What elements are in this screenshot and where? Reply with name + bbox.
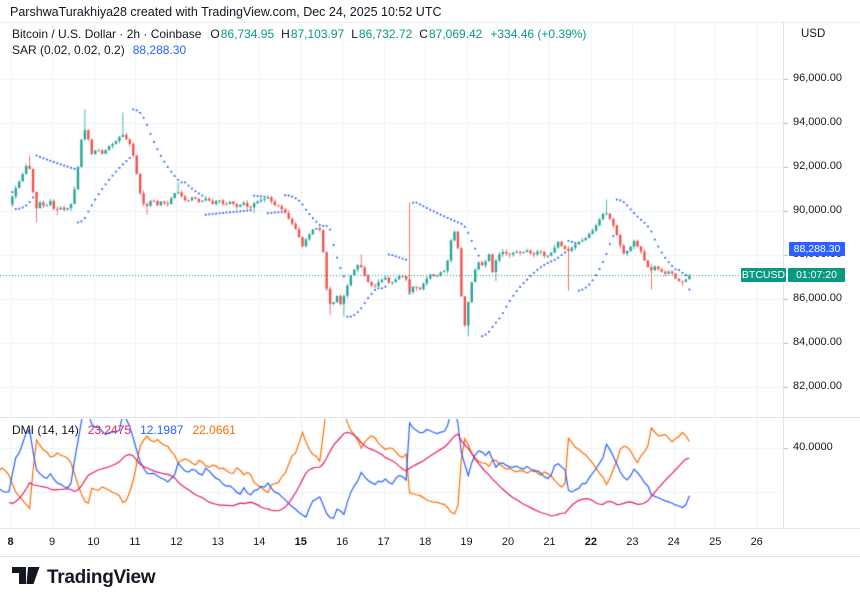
sar-indicator-value: 88,288.30 [132,43,187,57]
sar-price-label: 88,288.30 [789,242,845,256]
sar-legend-row: SAR (0.02, 0.02, 0.2) 88,288.30 [12,43,586,57]
price-tick-92000: 92,000.00 [793,160,842,172]
time-tick-24: 24 [667,536,680,548]
close-value: 87,069.42 [428,27,483,41]
low-label: L [351,27,358,41]
dmi-adx-axis-label: 23.2475 [797,477,835,489]
time-tick-19: 19 [460,536,473,548]
tradingview-logo[interactable]: TradingView [12,566,156,590]
price-tick-96000: 96,000.00 [793,72,842,84]
price-tick-94000: 94,000.00 [793,116,842,128]
time-tick-20: 20 [501,536,515,548]
header-divider [0,22,860,23]
time-tick-16: 16 [336,536,349,548]
high-value: 87,103.97 [290,27,345,41]
time-tick-11: 11 [129,536,141,548]
price-axis[interactable]: USD 96,000.00 94,000.00 92,000.00 90,000.00… [783,22,860,555]
dmi-indicator-title[interactable]: DMI (14, 14) [12,423,79,437]
dmi-minus-di-value: 22.0661 [192,423,236,437]
time-tick-15: 15 [294,536,307,548]
sar-indicator-title[interactable]: SAR (0.02, 0.02, 0.2) [12,43,125,57]
open-label: O [210,27,220,41]
price-tick-84000: 84,000.00 [793,336,842,348]
time-tick-26: 26 [750,536,763,548]
time-tick-18: 18 [418,536,432,548]
time-tick-8: 8 [7,536,14,548]
time-axis[interactable]: 8 9 10 11 12 13 14 15 16 17 18 19 20 21 22 23 24 25 26 [0,528,860,556]
dmi-legend: DMI (14, 14) 23.2475 12.1987 22.0661 [12,423,245,437]
time-tick-17: 17 [377,536,390,548]
attribution-text: ParshwaTurakhiya28 created with TradingV… [10,5,442,19]
high-label: H [281,27,290,41]
tradingview-wordmark: TradingView [47,567,156,588]
tradingview-logo-icon [12,566,40,590]
ohlc-low: L86,732.72 [351,27,412,41]
pane-divider[interactable] [0,417,860,418]
ohlc-high: H87,103.97 [281,27,344,41]
symbol-legend-row: Bitcoin / U.S. Dollar · 2h · Coinbase O8… [12,27,586,41]
price-tick-86000: 86,000.00 [793,292,842,304]
time-tick-25: 25 [709,536,722,548]
dmi-minus-di-axis-label: 22.0661 [797,492,835,504]
symbol-title[interactable]: Bitcoin / U.S. Dollar · 2h · Coinbase [12,27,202,41]
ohlc-open: O86,734.95 [210,27,274,41]
time-tick-14: 14 [253,536,266,548]
price-tick-82000: 82,000.00 [793,380,842,392]
time-tick-22: 22 [584,536,598,548]
dmi-plus-di-value: 12.1987 [140,423,184,437]
low-value: 86,732.72 [358,27,413,41]
bar-countdown-label: 01:07:20 [788,268,845,282]
time-tick-10: 10 [87,536,100,548]
time-tick-13: 13 [211,536,224,548]
ohlc-close: C87,069.42 [419,27,482,41]
symbol-legend: Bitcoin / U.S. Dollar · 2h · Coinbase O8… [12,27,586,59]
price-axis-currency[interactable]: USD [801,28,826,40]
close-label: C [419,27,428,41]
time-tick-23: 23 [626,536,639,548]
footer: TradingView [0,556,860,604]
time-tick-21: 21 [543,536,556,548]
price-change: +334.46 (+0.39%) [490,27,587,41]
dmi-tick-40: 40.0000 [793,441,833,453]
price-tick-90000: 90,000.00 [793,204,842,216]
symbol-price-label: BTCUSD [741,268,786,282]
time-tick-9: 9 [48,536,56,548]
time-tick-12: 12 [170,536,183,548]
dmi-adx-value: 23.2475 [87,423,132,437]
open-value: 86,734.95 [220,27,275,41]
dmi-plus-di-axis-label: 12.1987 [797,507,835,519]
